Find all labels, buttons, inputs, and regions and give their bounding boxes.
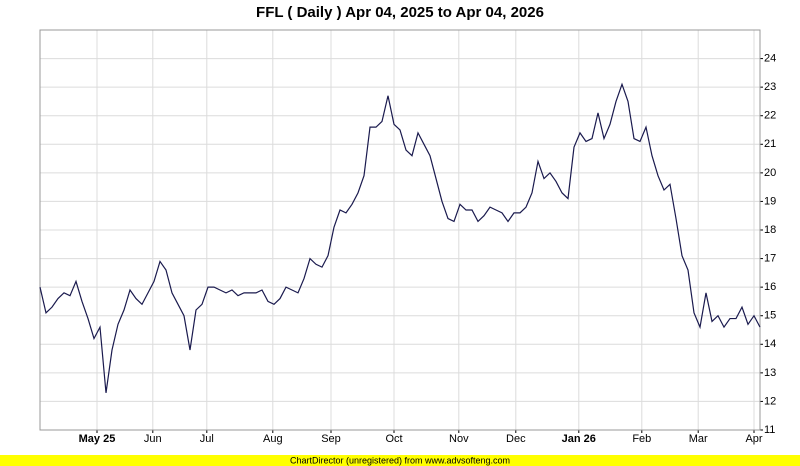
y-tick-label: 18	[764, 224, 776, 236]
plot-border	[39, 29, 761, 431]
y-tick-label: 22	[764, 110, 776, 122]
y-tick-label: 14	[764, 338, 776, 350]
x-tick-label: Jan 26	[562, 433, 596, 445]
x-tick-label: Dec	[506, 433, 526, 445]
x-tick-label: May 25	[79, 433, 116, 445]
y-tick-label: 23	[764, 81, 776, 93]
y-tick-label: 15	[764, 310, 776, 322]
y-tick-label: 20	[764, 167, 776, 179]
y-tick-label: 16	[764, 281, 776, 293]
footer-bar	[0, 455, 800, 466]
chart-title: FFL ( Daily ) Apr 04, 2025 to Apr 04, 20…	[256, 4, 544, 21]
x-tick-label: Aug	[263, 433, 283, 445]
x-tick-label: Mar	[689, 433, 708, 445]
y-tick-label: 17	[764, 252, 776, 264]
footer-text: ChartDirector (unregistered) from www.ad…	[290, 455, 510, 465]
y-tick-label: 19	[764, 195, 776, 207]
x-tick-label: Apr	[745, 433, 762, 445]
y-tick-label: 24	[764, 52, 776, 64]
x-tick-label: Feb	[632, 433, 651, 445]
x-tick-label: Oct	[385, 433, 402, 445]
y-tick-label: 13	[764, 367, 776, 379]
price-line	[39, 82, 761, 393]
x-tick-label: Jul	[200, 433, 214, 445]
x-tick-label: Jun	[144, 433, 162, 445]
y-tick-label: 11	[764, 424, 775, 436]
x-tick-label: Nov	[449, 433, 469, 445]
y-tick-label: 21	[764, 138, 776, 150]
y-tick-label: 12	[764, 395, 776, 407]
x-tick-label: Sep	[321, 433, 341, 445]
